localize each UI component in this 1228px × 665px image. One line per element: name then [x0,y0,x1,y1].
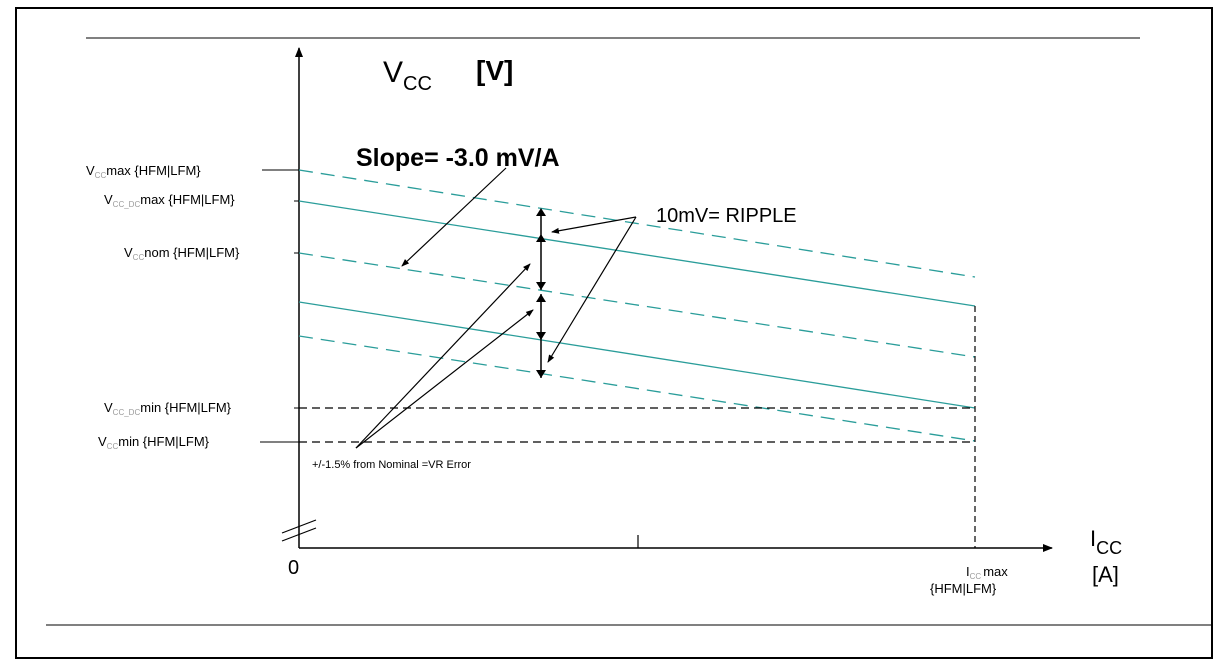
slope-callout-arrow [402,168,506,266]
vcc-max-line [299,170,975,277]
vr-error-arrow [356,310,533,448]
y-axis-unit: [V] [476,55,513,86]
x-axis-title: ICC [1090,526,1122,558]
vcc-nom-label: VCCnom {HFM|LFM} [124,245,240,262]
vr-error-label: +/-1.5% from Nominal =VR Error [312,459,471,471]
ripple-callout-arrow [552,217,636,232]
vcc-nom-line [299,253,975,357]
x-axis-unit: [A] [1092,562,1119,587]
icc-max-label: ICC max [966,564,1008,581]
vcc-dc-min-label: VCC_DCmin {HFM|LFM} [104,400,232,417]
vcc-max-label: VCCmax {HFM|LFM} [86,163,201,180]
vcc-dc-max-line [299,201,975,306]
ripple-arrows [536,208,546,378]
icc-max-label-line2: {HFM|LFM} [930,581,997,596]
vcc-min-label: VCCmin {HFM|LFM} [98,434,210,451]
origin-label: 0 [288,557,299,579]
ripple-callout-arrow [548,217,636,362]
ripple-label: 10mV= RIPPLE [656,205,797,227]
slope-label: Slope= -3.0 mV/A [356,144,560,172]
outer-border [16,8,1212,658]
vr-error-arrow [356,264,530,448]
vcc-min-line [299,336,975,441]
vcc-dc-min-line [299,302,975,408]
vcc-dc-max-label: VCC_DCmax {HFM|LFM} [104,192,235,209]
y-axis-title: VCC [383,56,432,95]
